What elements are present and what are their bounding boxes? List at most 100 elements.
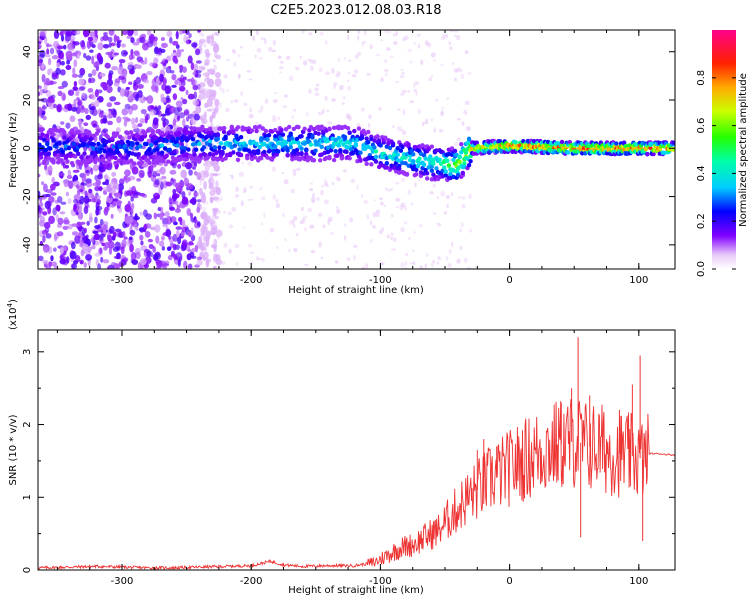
spectrogram-speckle bbox=[160, 93, 165, 100]
spectrogram-ridge-mark bbox=[327, 155, 332, 161]
spectrogram-speckle bbox=[149, 109, 157, 116]
spectrogram-speckle bbox=[90, 238, 94, 242]
spectrogram-speckle bbox=[212, 265, 217, 269]
spectrogram-speckle bbox=[465, 125, 471, 132]
spectrogram-speckle bbox=[203, 89, 207, 93]
spectrogram-speckle bbox=[91, 69, 97, 76]
spectrogram-speckle bbox=[331, 67, 335, 74]
spectrogram-speckle bbox=[189, 198, 197, 204]
spectrogram-speckle bbox=[79, 188, 84, 193]
spectrogram-speckle bbox=[192, 79, 196, 87]
spectrogram-speckle bbox=[121, 239, 127, 248]
spectrogram-ridge-mark bbox=[117, 134, 123, 140]
spectrogram-ridge-mark bbox=[135, 141, 140, 146]
spectrogram-speckle bbox=[369, 238, 373, 244]
spectrogram-speckle bbox=[194, 244, 199, 253]
spectrogram-speckle bbox=[424, 40, 429, 45]
spectrogram-ridge-mark bbox=[76, 151, 81, 156]
spectrogram-speckle bbox=[327, 219, 331, 226]
spectrogram-speckle bbox=[321, 108, 325, 115]
spectrogram-speckle bbox=[366, 214, 370, 220]
spectrogram-speckle bbox=[200, 226, 208, 235]
spectrogram-speckle bbox=[148, 33, 155, 43]
spectrogram-speckle bbox=[379, 197, 383, 201]
spectrogram-speckle bbox=[42, 211, 48, 216]
spectrogram-speckle bbox=[118, 261, 122, 267]
spectrogram-speckle bbox=[173, 256, 178, 261]
spectrogram-speckle bbox=[198, 31, 203, 36]
spectrogram-speckle bbox=[160, 48, 166, 54]
spectrogram-speckle bbox=[83, 122, 89, 127]
spectrogram-ridge-mark bbox=[107, 157, 112, 162]
spectrogram-speckle bbox=[464, 50, 469, 55]
spectrogram-speckle bbox=[123, 118, 128, 127]
spectrogram-speckle bbox=[78, 78, 85, 86]
spectrogram-speckle bbox=[454, 141, 458, 147]
spectrogram-speckle bbox=[367, 122, 371, 128]
spectrogram-speckle bbox=[127, 64, 135, 71]
spectrogram-speckle bbox=[319, 31, 324, 36]
spectrogram-ridge-mark bbox=[437, 157, 442, 162]
spectrogram-speckle bbox=[102, 181, 107, 185]
spectrogram-ridge-mark bbox=[395, 146, 400, 151]
spectrogram-speckle bbox=[42, 244, 49, 248]
spectrogram-speckle bbox=[128, 81, 133, 85]
spectrogram-speckle bbox=[341, 102, 345, 105]
spectrogram-speckle bbox=[412, 249, 415, 252]
spectrogram-speckle bbox=[440, 110, 445, 117]
spectrogram-speckle bbox=[238, 171, 243, 178]
spectrogram-speckle bbox=[356, 184, 359, 191]
spectrogram-speckle bbox=[56, 134, 61, 138]
spectrogram-speckle bbox=[209, 196, 214, 204]
spectrogram-speckle bbox=[72, 67, 76, 75]
spectrogram-ridge-mark bbox=[559, 139, 565, 145]
spectrogram-speckle bbox=[109, 42, 116, 47]
spectrogram-ridge-mark bbox=[454, 152, 459, 158]
spectrogram-speckle bbox=[100, 81, 107, 88]
spectrogram-speckle bbox=[115, 182, 120, 191]
spectrogram-speckle bbox=[67, 103, 73, 112]
spectrogram-speckle bbox=[249, 107, 252, 113]
spectrogram-ridge-mark bbox=[69, 160, 75, 166]
spectrogram-speckle bbox=[330, 231, 335, 235]
spectrogram-speckle bbox=[372, 224, 376, 229]
spectrogram-speckle bbox=[71, 30, 76, 35]
spectrogram-ridge-mark bbox=[57, 141, 62, 146]
spectrogram-ridge-mark bbox=[144, 141, 149, 147]
spectrogram-speckle bbox=[198, 187, 203, 195]
spectrogram-speckle bbox=[201, 225, 204, 231]
spectrogram-speckle bbox=[347, 34, 350, 41]
spectrogram-speckle bbox=[211, 173, 219, 177]
spectrogram-ridge-mark bbox=[401, 152, 407, 157]
spectrogram-speckle bbox=[72, 86, 78, 91]
spectrogram-speckle bbox=[409, 100, 414, 104]
spectrogram-speckle bbox=[195, 60, 202, 64]
spectrogram-speckle bbox=[347, 85, 352, 91]
spectrogram-speckle bbox=[114, 241, 121, 251]
spectrogram-speckle bbox=[146, 95, 154, 104]
spectrogram-ridge-mark bbox=[406, 142, 411, 147]
spectrogram-speckle bbox=[185, 162, 192, 170]
spectrogram-ridge-mark bbox=[113, 155, 118, 161]
spectrogram-speckle bbox=[452, 61, 455, 65]
spectrogram-speckle bbox=[155, 235, 160, 244]
spectrogram-speckle bbox=[469, 228, 472, 233]
spectrogram-speckle bbox=[333, 81, 338, 86]
spectrogram-speckle bbox=[361, 266, 365, 269]
spectrogram-speckle bbox=[98, 112, 104, 118]
spectrogram-speckle bbox=[51, 176, 55, 184]
spectrogram-speckle bbox=[71, 223, 78, 227]
spectrogram-speckle bbox=[382, 262, 385, 265]
spectrogram-speckle bbox=[77, 226, 83, 232]
spectrogram-ridge-mark bbox=[201, 145, 207, 150]
spectrogram-speckle bbox=[182, 98, 188, 105]
spectrogram-ridge-mark bbox=[455, 166, 461, 171]
spectrogram-speckle bbox=[259, 187, 263, 191]
spectrogram-speckle bbox=[256, 255, 259, 261]
spectrogram-ridge-mark bbox=[276, 149, 281, 154]
spectrogram-speckle bbox=[200, 171, 205, 174]
spectrogram-speckle bbox=[193, 91, 198, 100]
spectrogram-speckle bbox=[181, 80, 186, 87]
spectrogram-ridge-mark bbox=[411, 152, 416, 157]
spectrogram-speckle bbox=[68, 180, 74, 189]
